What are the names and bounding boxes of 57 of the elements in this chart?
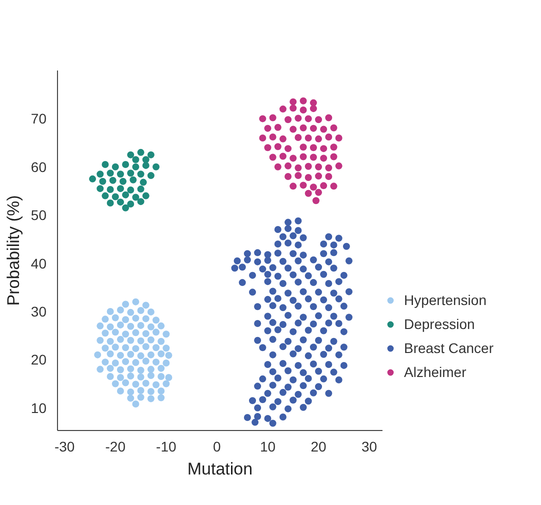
point — [127, 151, 134, 158]
y-tick-label: 50 — [30, 207, 47, 224]
point — [106, 186, 114, 194]
point — [130, 176, 137, 184]
x-tick-label: -30 — [54, 438, 75, 454]
point — [99, 178, 106, 185]
point — [116, 170, 124, 178]
x-tick-label: -20 — [105, 438, 126, 454]
point — [127, 170, 134, 177]
point — [122, 204, 130, 212]
x-tick-label: 0 — [213, 438, 222, 454]
point — [112, 163, 119, 170]
legend-label: Hypertension — [404, 292, 486, 308]
point — [132, 156, 140, 164]
x-tick-label: -10 — [156, 438, 177, 454]
legend-label: Alzheimer — [404, 364, 466, 380]
y-tick-label: 70 — [30, 110, 47, 127]
legend-label: Breast Cancer — [404, 340, 494, 356]
point — [122, 160, 130, 168]
y-tick-label: 30 — [30, 303, 47, 320]
point — [106, 200, 114, 207]
point — [106, 170, 114, 177]
legend-label: Depression — [404, 316, 475, 332]
y-tick-label: 40 — [30, 255, 47, 272]
point — [89, 175, 96, 182]
point — [137, 148, 144, 156]
x-tick-label: 20 — [310, 438, 327, 454]
point — [142, 162, 150, 169]
point — [137, 186, 144, 193]
point — [132, 163, 140, 170]
point — [116, 198, 124, 206]
y-tick-label: 60 — [30, 158, 47, 175]
point — [142, 192, 150, 200]
point — [127, 186, 134, 194]
point — [102, 192, 109, 200]
point — [152, 163, 160, 170]
point — [116, 185, 124, 192]
x-tick-label: 30 — [362, 438, 378, 454]
y-tick-label: 10 — [30, 400, 47, 416]
x-axis-title: Mutation — [187, 460, 253, 478]
y-tick-label: 20 — [30, 352, 47, 368]
point — [96, 185, 104, 192]
point — [112, 193, 119, 200]
point — [137, 170, 144, 178]
point — [96, 170, 104, 178]
point — [137, 198, 144, 206]
point — [127, 200, 134, 208]
point — [132, 194, 140, 201]
point — [122, 191, 130, 198]
point — [120, 178, 127, 185]
y-axis-title: Probability (%) — [4, 195, 23, 306]
point — [109, 176, 116, 184]
point — [102, 160, 109, 168]
point — [147, 172, 154, 180]
point — [147, 151, 154, 158]
x-tick-label: 10 — [260, 438, 276, 454]
point — [140, 178, 147, 186]
